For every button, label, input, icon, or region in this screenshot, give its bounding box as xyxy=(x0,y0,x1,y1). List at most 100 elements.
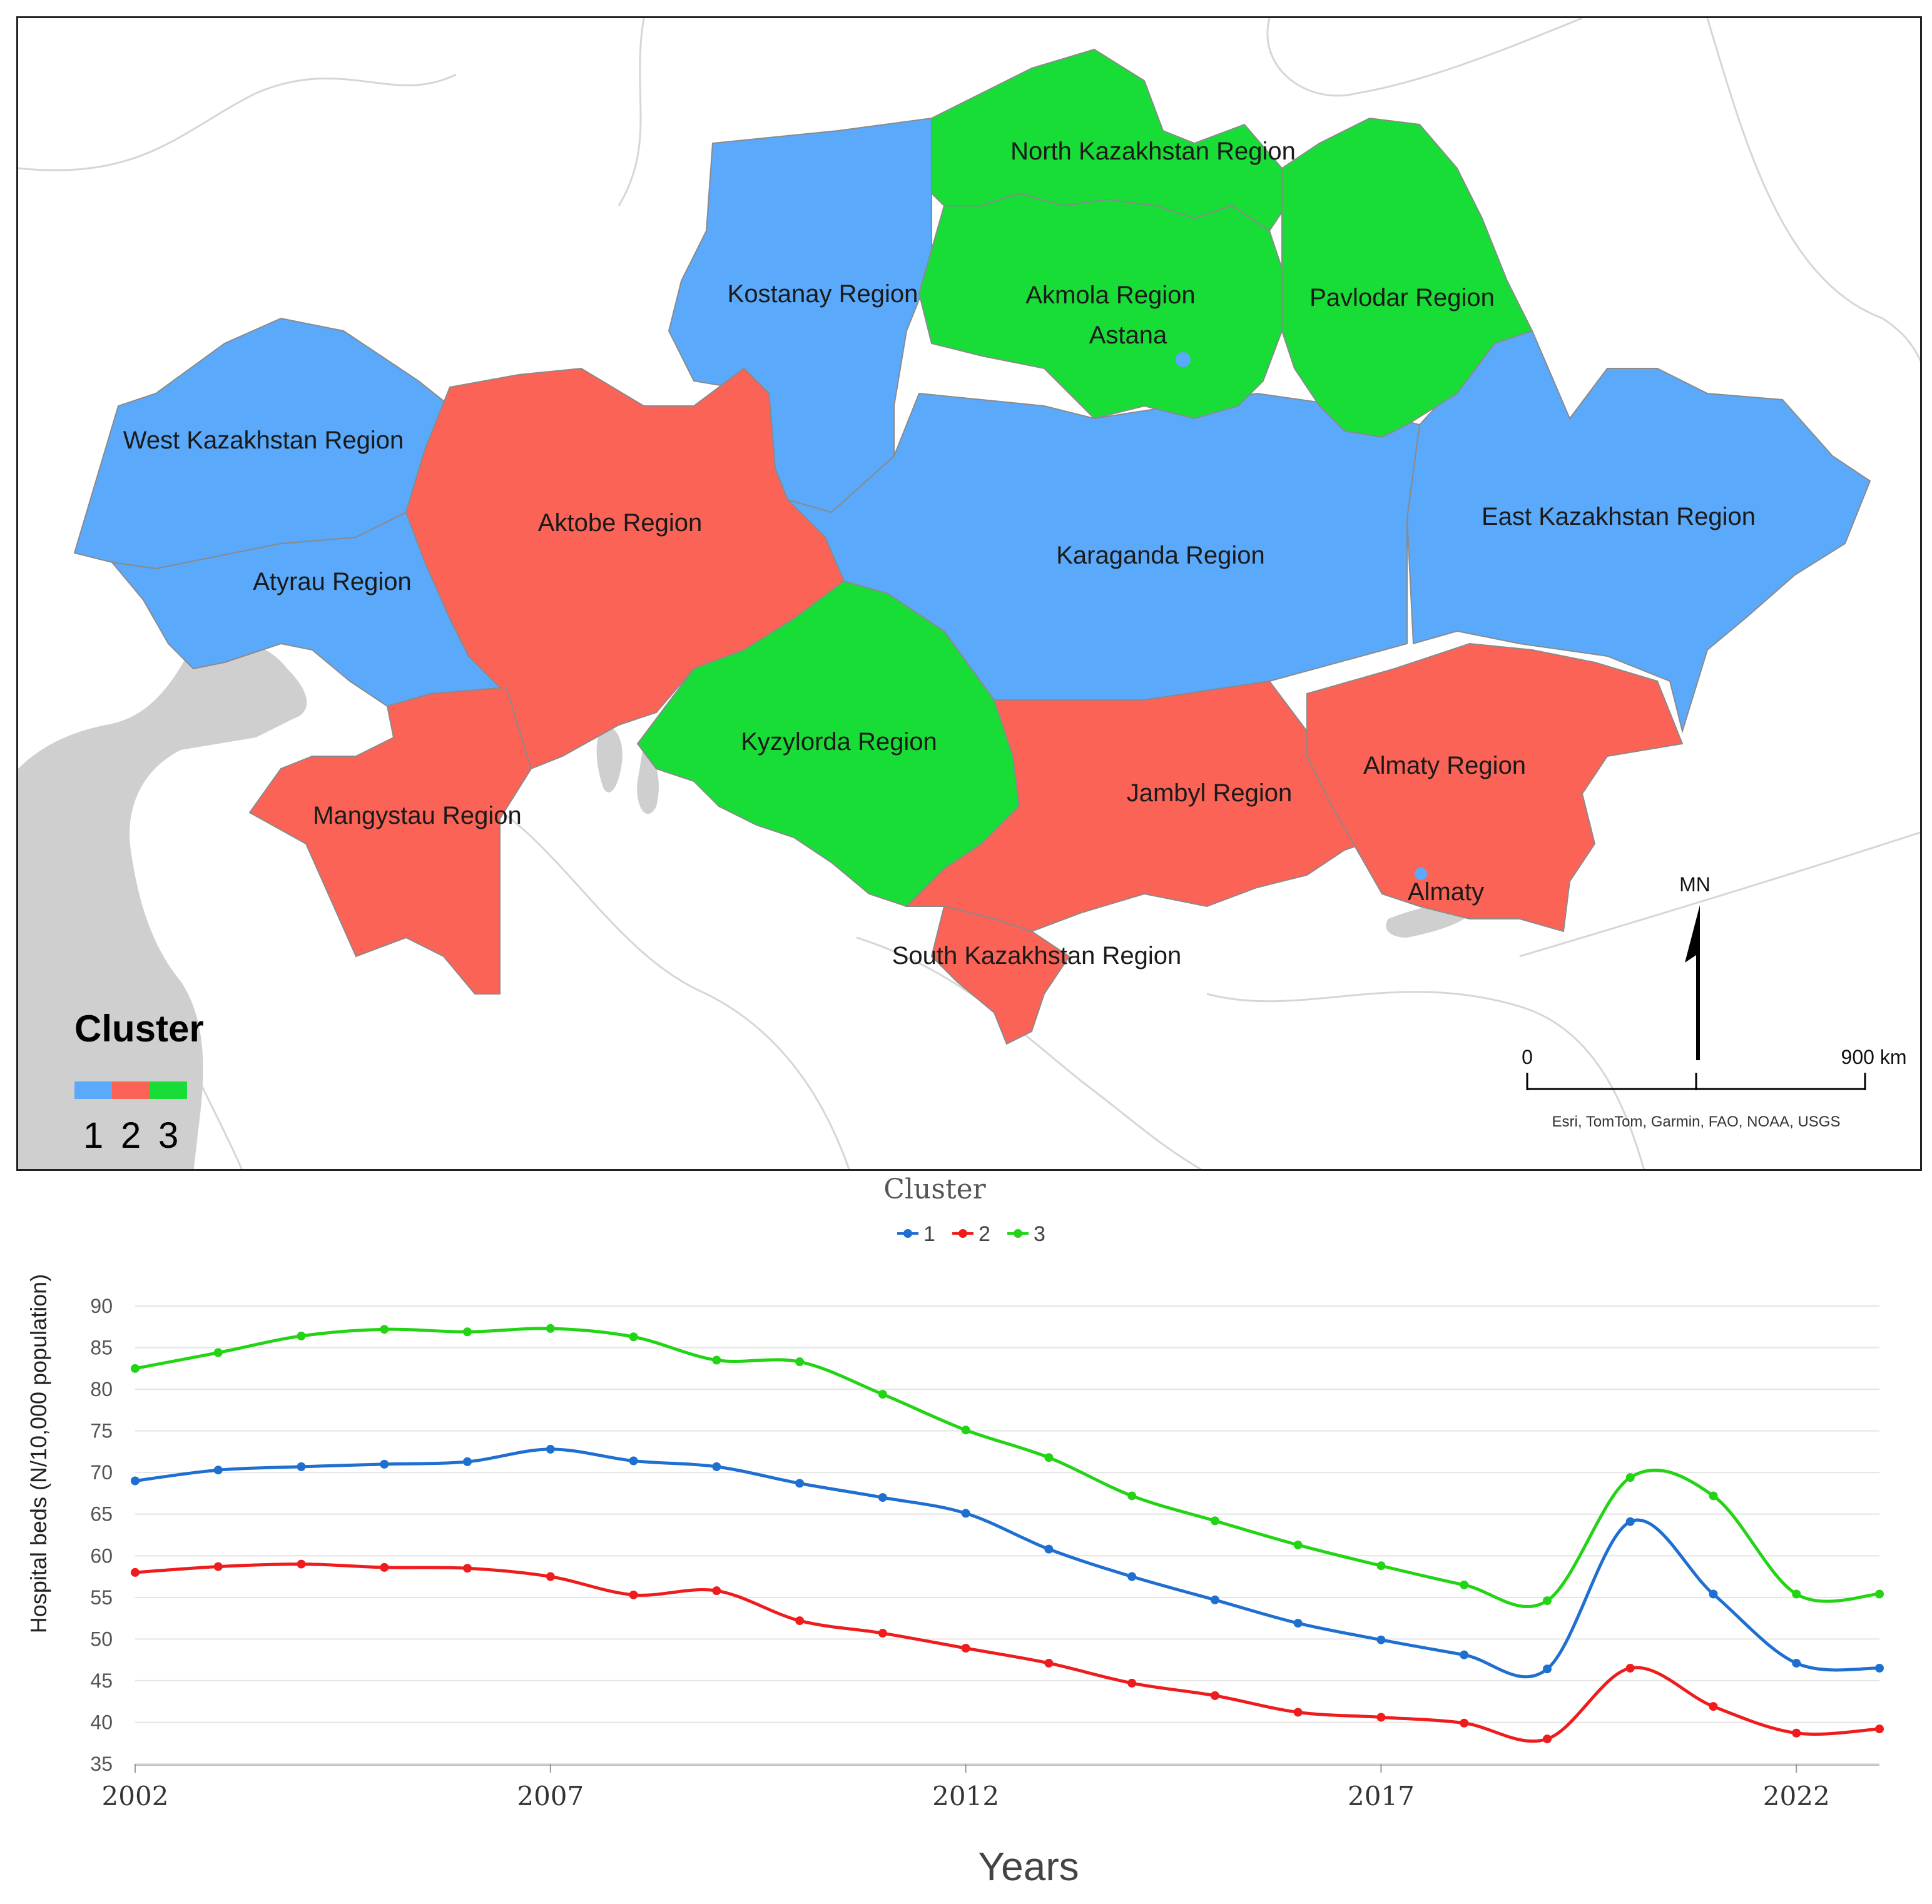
region-south-kazakhstan[interactable] xyxy=(930,905,1070,1045)
chart-legend: 1 2 3 xyxy=(897,1222,1045,1246)
legend-marker-2 xyxy=(958,1229,967,1238)
y-tick-label: 55 xyxy=(90,1586,113,1609)
label-kyzylorda: Kyzylorda Region xyxy=(741,728,937,756)
north-arrow: MN xyxy=(1679,873,1711,1060)
point-series-3-2007 xyxy=(546,1324,555,1333)
almaty-marker xyxy=(1415,868,1427,880)
point-series-1-2002 xyxy=(131,1476,140,1486)
point-series-3-2011 xyxy=(878,1390,887,1399)
point-series-3-2014 xyxy=(1127,1491,1137,1501)
cluster-map: North Kazakhstan Region Akmola Region Pa… xyxy=(16,16,1922,1171)
point-series-3-2016 xyxy=(1293,1540,1303,1549)
point-series-3-2018 xyxy=(1460,1580,1469,1589)
cluster-3-regions xyxy=(636,48,1533,908)
map-legend-title: Cluster xyxy=(74,1008,204,1050)
y-tick-label: 40 xyxy=(90,1711,113,1733)
point-series-2-2013 xyxy=(1044,1658,1054,1668)
point-series-3-2009 xyxy=(712,1355,721,1365)
hospital-beds-chart: Cluster 1 2 3 35 40 45 50 55 60 65 70 75 80 85 90 200… xyxy=(26,1173,1884,1889)
y-tick-label: 50 xyxy=(90,1628,113,1650)
point-series-2-2019 xyxy=(1542,1734,1552,1744)
point-series-1-2007 xyxy=(546,1444,555,1454)
label-astana: Astana xyxy=(1089,322,1167,349)
point-series-2-2002 xyxy=(131,1567,140,1577)
point-series-1-2020 xyxy=(1625,1517,1635,1526)
point-series-1-2021 xyxy=(1709,1589,1718,1599)
scale-start-label: 0 xyxy=(1522,1046,1533,1068)
y-tick-label: 60 xyxy=(90,1544,113,1567)
scale-bar xyxy=(1526,1073,1866,1090)
caspian-sea xyxy=(18,639,307,1169)
label-aktobe: Aktobe Region xyxy=(538,509,702,537)
point-series-1-2009 xyxy=(712,1462,721,1471)
point-series-3-2013 xyxy=(1044,1453,1054,1462)
label-south-kazakhstan: South Kazakhstan Region xyxy=(892,942,1182,970)
point-series-1-2011 xyxy=(878,1493,887,1502)
x-tick-label: 2002 xyxy=(102,1781,169,1811)
legend-label-series-3: 3 xyxy=(1034,1222,1045,1246)
legend-label-series-1: 1 xyxy=(923,1222,935,1246)
point-series-2-2011 xyxy=(878,1629,887,1638)
point-series-3-2017 xyxy=(1376,1561,1386,1571)
label-north-kazakhstan: North Kazakhstan Region xyxy=(1010,138,1296,165)
x-axis-ticks: 2002 2007 2012 2017 2022 xyxy=(102,1764,1879,1811)
point-series-1-2012 xyxy=(961,1509,970,1518)
label-almaty-region: Almaty Region xyxy=(1363,752,1526,779)
y-tick-label: 70 xyxy=(90,1461,113,1484)
point-series-1-2005 xyxy=(380,1459,389,1469)
map-legend: Cluster 1 2 3 xyxy=(74,1008,204,1156)
x-axis-title: Years xyxy=(978,1844,1079,1889)
point-series-3-2004 xyxy=(297,1331,306,1340)
region-almaty-region[interactable] xyxy=(1306,642,1684,933)
point-series-1-2008 xyxy=(629,1456,638,1466)
point-series-1-2013 xyxy=(1044,1544,1054,1554)
legend-swatch-1 xyxy=(74,1081,112,1099)
series-line-1 xyxy=(135,1447,1880,1679)
point-series-2-2009 xyxy=(712,1586,721,1596)
point-series-3-2019 xyxy=(1542,1596,1552,1606)
label-west-kazakhstan: West Kazakhstan Region xyxy=(123,427,404,454)
point-series-2-2020 xyxy=(1625,1663,1635,1673)
x-tick-label: 2017 xyxy=(1348,1781,1415,1811)
point-series-2-2018 xyxy=(1460,1718,1469,1728)
point-series-2-2006 xyxy=(463,1564,472,1573)
map-attribution: Esri, TomTom, Garmin, FAO, NOAA, USGS xyxy=(1552,1113,1841,1130)
point-series-2-2003 xyxy=(213,1562,223,1571)
point-series-2-2014 xyxy=(1127,1678,1137,1688)
point-series-2-2017 xyxy=(1376,1713,1386,1722)
cluster-2-regions xyxy=(248,367,1684,1045)
point-series-2-2010 xyxy=(795,1616,805,1626)
chart-series xyxy=(131,1324,1884,1744)
point-series-3-2020 xyxy=(1625,1473,1635,1482)
label-east-kazakhstan: East Kazakhstan Region xyxy=(1482,503,1756,530)
region-kyzylorda[interactable] xyxy=(636,580,1020,908)
point-series-2-2015 xyxy=(1210,1691,1219,1700)
point-series-3-2003 xyxy=(213,1348,223,1357)
point-series-1-2014 xyxy=(1127,1572,1137,1581)
label-mangystau: Mangystau Region xyxy=(313,802,522,829)
point-series-1-2018 xyxy=(1460,1650,1469,1659)
point-series-2-2008 xyxy=(629,1590,638,1599)
point-series-1-2017 xyxy=(1376,1635,1386,1644)
point-series-2-2021 xyxy=(1709,1702,1718,1711)
region-pavlodar[interactable] xyxy=(1281,117,1533,438)
point-series-3-2022 xyxy=(1792,1589,1801,1599)
legend-swatch-2 xyxy=(112,1081,150,1099)
region-akmola[interactable] xyxy=(918,192,1283,420)
legend-marker-1 xyxy=(903,1229,912,1238)
y-axis-ticks: 35 40 45 50 55 60 65 70 75 80 85 90 xyxy=(90,1295,113,1775)
region-mangystau[interactable] xyxy=(248,686,532,995)
x-tick-label: 2012 xyxy=(932,1781,999,1811)
legend-label-3: 3 xyxy=(158,1115,178,1156)
y-tick-label: 45 xyxy=(90,1669,113,1692)
legend-label-series-2: 2 xyxy=(979,1222,990,1246)
point-series-3-2023 xyxy=(1875,1589,1884,1599)
point-series-2-2004 xyxy=(297,1559,306,1569)
region-labels: North Kazakhstan Region Akmola Region Pa… xyxy=(123,138,1756,970)
x-tick-label: 2007 xyxy=(517,1781,584,1811)
series-line-2 xyxy=(135,1562,1880,1743)
label-pavlodar: Pavlodar Region xyxy=(1309,284,1495,311)
chart-legend-title: Cluster xyxy=(883,1173,986,1205)
region-east-kazakhstan[interactable] xyxy=(1406,330,1871,734)
y-tick-label: 75 xyxy=(90,1420,113,1442)
